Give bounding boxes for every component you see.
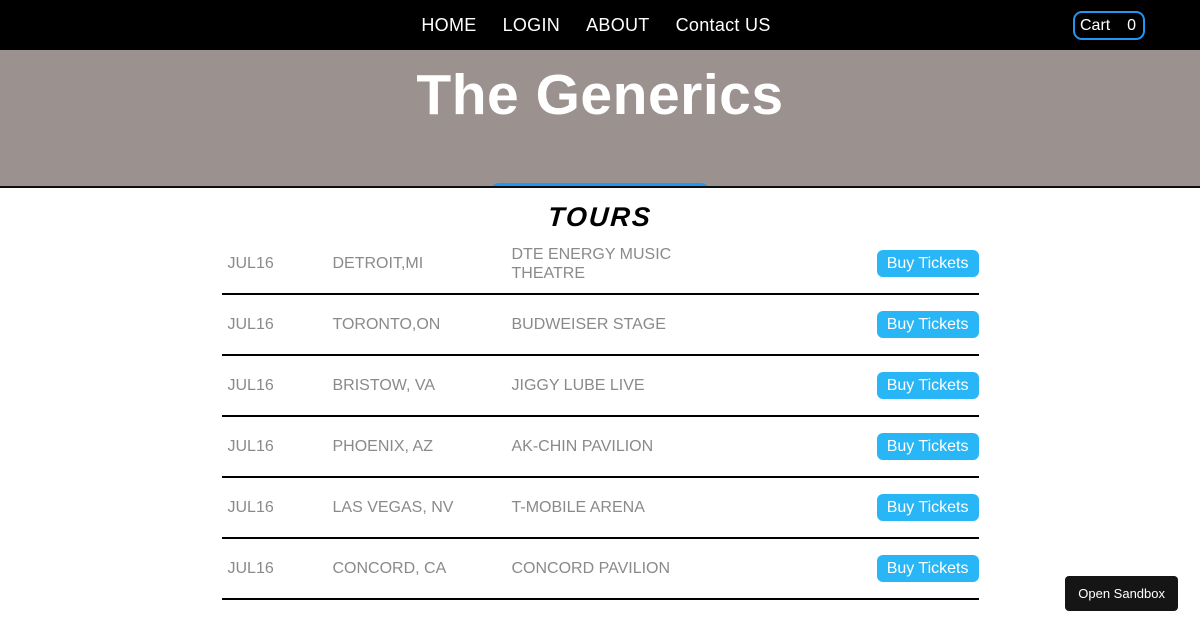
cart-label: Cart [1080, 16, 1111, 34]
tours-heading: TOURS [546, 202, 654, 232]
tour-venue: JIGGY LUBE LIVE [511, 377, 645, 394]
tour-table: JUL16 DETROIT,MI DTE ENERGY MUSIC THEATR… [221, 234, 979, 600]
tour-date: JUL16 [227, 315, 274, 333]
tour-date: JUL16 [227, 498, 274, 516]
tour-city: BRISTOW, VA [332, 376, 436, 394]
buy-tickets-button[interactable]: Buy Tickets [876, 311, 979, 338]
cart-button[interactable]: Cart 0 [1073, 11, 1145, 40]
nav-link-contact[interactable]: Contact US [675, 14, 771, 35]
tour-city: CONCORD, CA [332, 559, 447, 577]
tour-date: JUL16 [227, 437, 274, 455]
table-row: JUL16 CONCORD, CA CONCORD PAVILION Buy T… [221, 539, 979, 600]
table-row: JUL16 PHOENIX, AZ AK-CHIN PAVILION Buy T… [221, 417, 979, 478]
hero-clipped-button[interactable] [489, 183, 711, 186]
tour-city: TORONTO,ON [332, 315, 441, 333]
tour-city: LAS VEGAS, NV [332, 498, 454, 516]
buy-tickets-button[interactable]: Buy Tickets [876, 555, 979, 582]
tour-venue: CONCORD PAVILION [511, 560, 671, 577]
tour-venue: AK-CHIN PAVILION [511, 438, 654, 455]
table-row: JUL16 TORONTO,ON BUDWEISER STAGE Buy Tic… [221, 295, 979, 356]
buy-tickets-button[interactable]: Buy Tickets [876, 250, 979, 277]
table-row: JUL16 DETROIT,MI DTE ENERGY MUSIC THEATR… [221, 234, 979, 295]
tour-venue: BUDWEISER STAGE [511, 316, 666, 333]
open-sandbox-button[interactable]: Open Sandbox [1065, 576, 1178, 611]
tour-date: JUL16 [227, 559, 274, 577]
tour-city: PHOENIX, AZ [332, 437, 433, 455]
top-navbar: HOME LOGIN ABOUT Contact US Cart 0 [0, 0, 1200, 50]
page-title: The Generics [416, 63, 784, 127]
buy-tickets-button[interactable]: Buy Tickets [876, 494, 979, 521]
buy-tickets-button[interactable]: Buy Tickets [876, 372, 979, 399]
tour-date: JUL16 [227, 376, 274, 394]
nav-link-home[interactable]: HOME [421, 14, 477, 35]
tour-venue: DTE ENERGY MUSIC THEATRE [511, 245, 672, 282]
nav-links: HOME LOGIN ABOUT Contact US [421, 15, 770, 36]
buy-tickets-button[interactable]: Buy Tickets [876, 433, 979, 460]
tours-section: TOURS JUL16 DETROIT,MI DTE ENERGY MUSIC … [0, 188, 1200, 600]
table-row: JUL16 BRISTOW, VA JIGGY LUBE LIVE Buy Ti… [221, 356, 979, 417]
tour-venue: T-MOBILE ARENA [511, 499, 645, 516]
tour-city: DETROIT,MI [332, 254, 424, 272]
nav-link-about[interactable]: ABOUT [586, 14, 650, 35]
nav-link-login[interactable]: LOGIN [502, 14, 561, 35]
table-row: JUL16 LAS VEGAS, NV T-MOBILE ARENA Buy T… [221, 478, 979, 539]
hero-banner: The Generics [0, 50, 1200, 188]
tour-date: JUL16 [227, 254, 274, 272]
cart-count: 0 [1127, 16, 1136, 34]
